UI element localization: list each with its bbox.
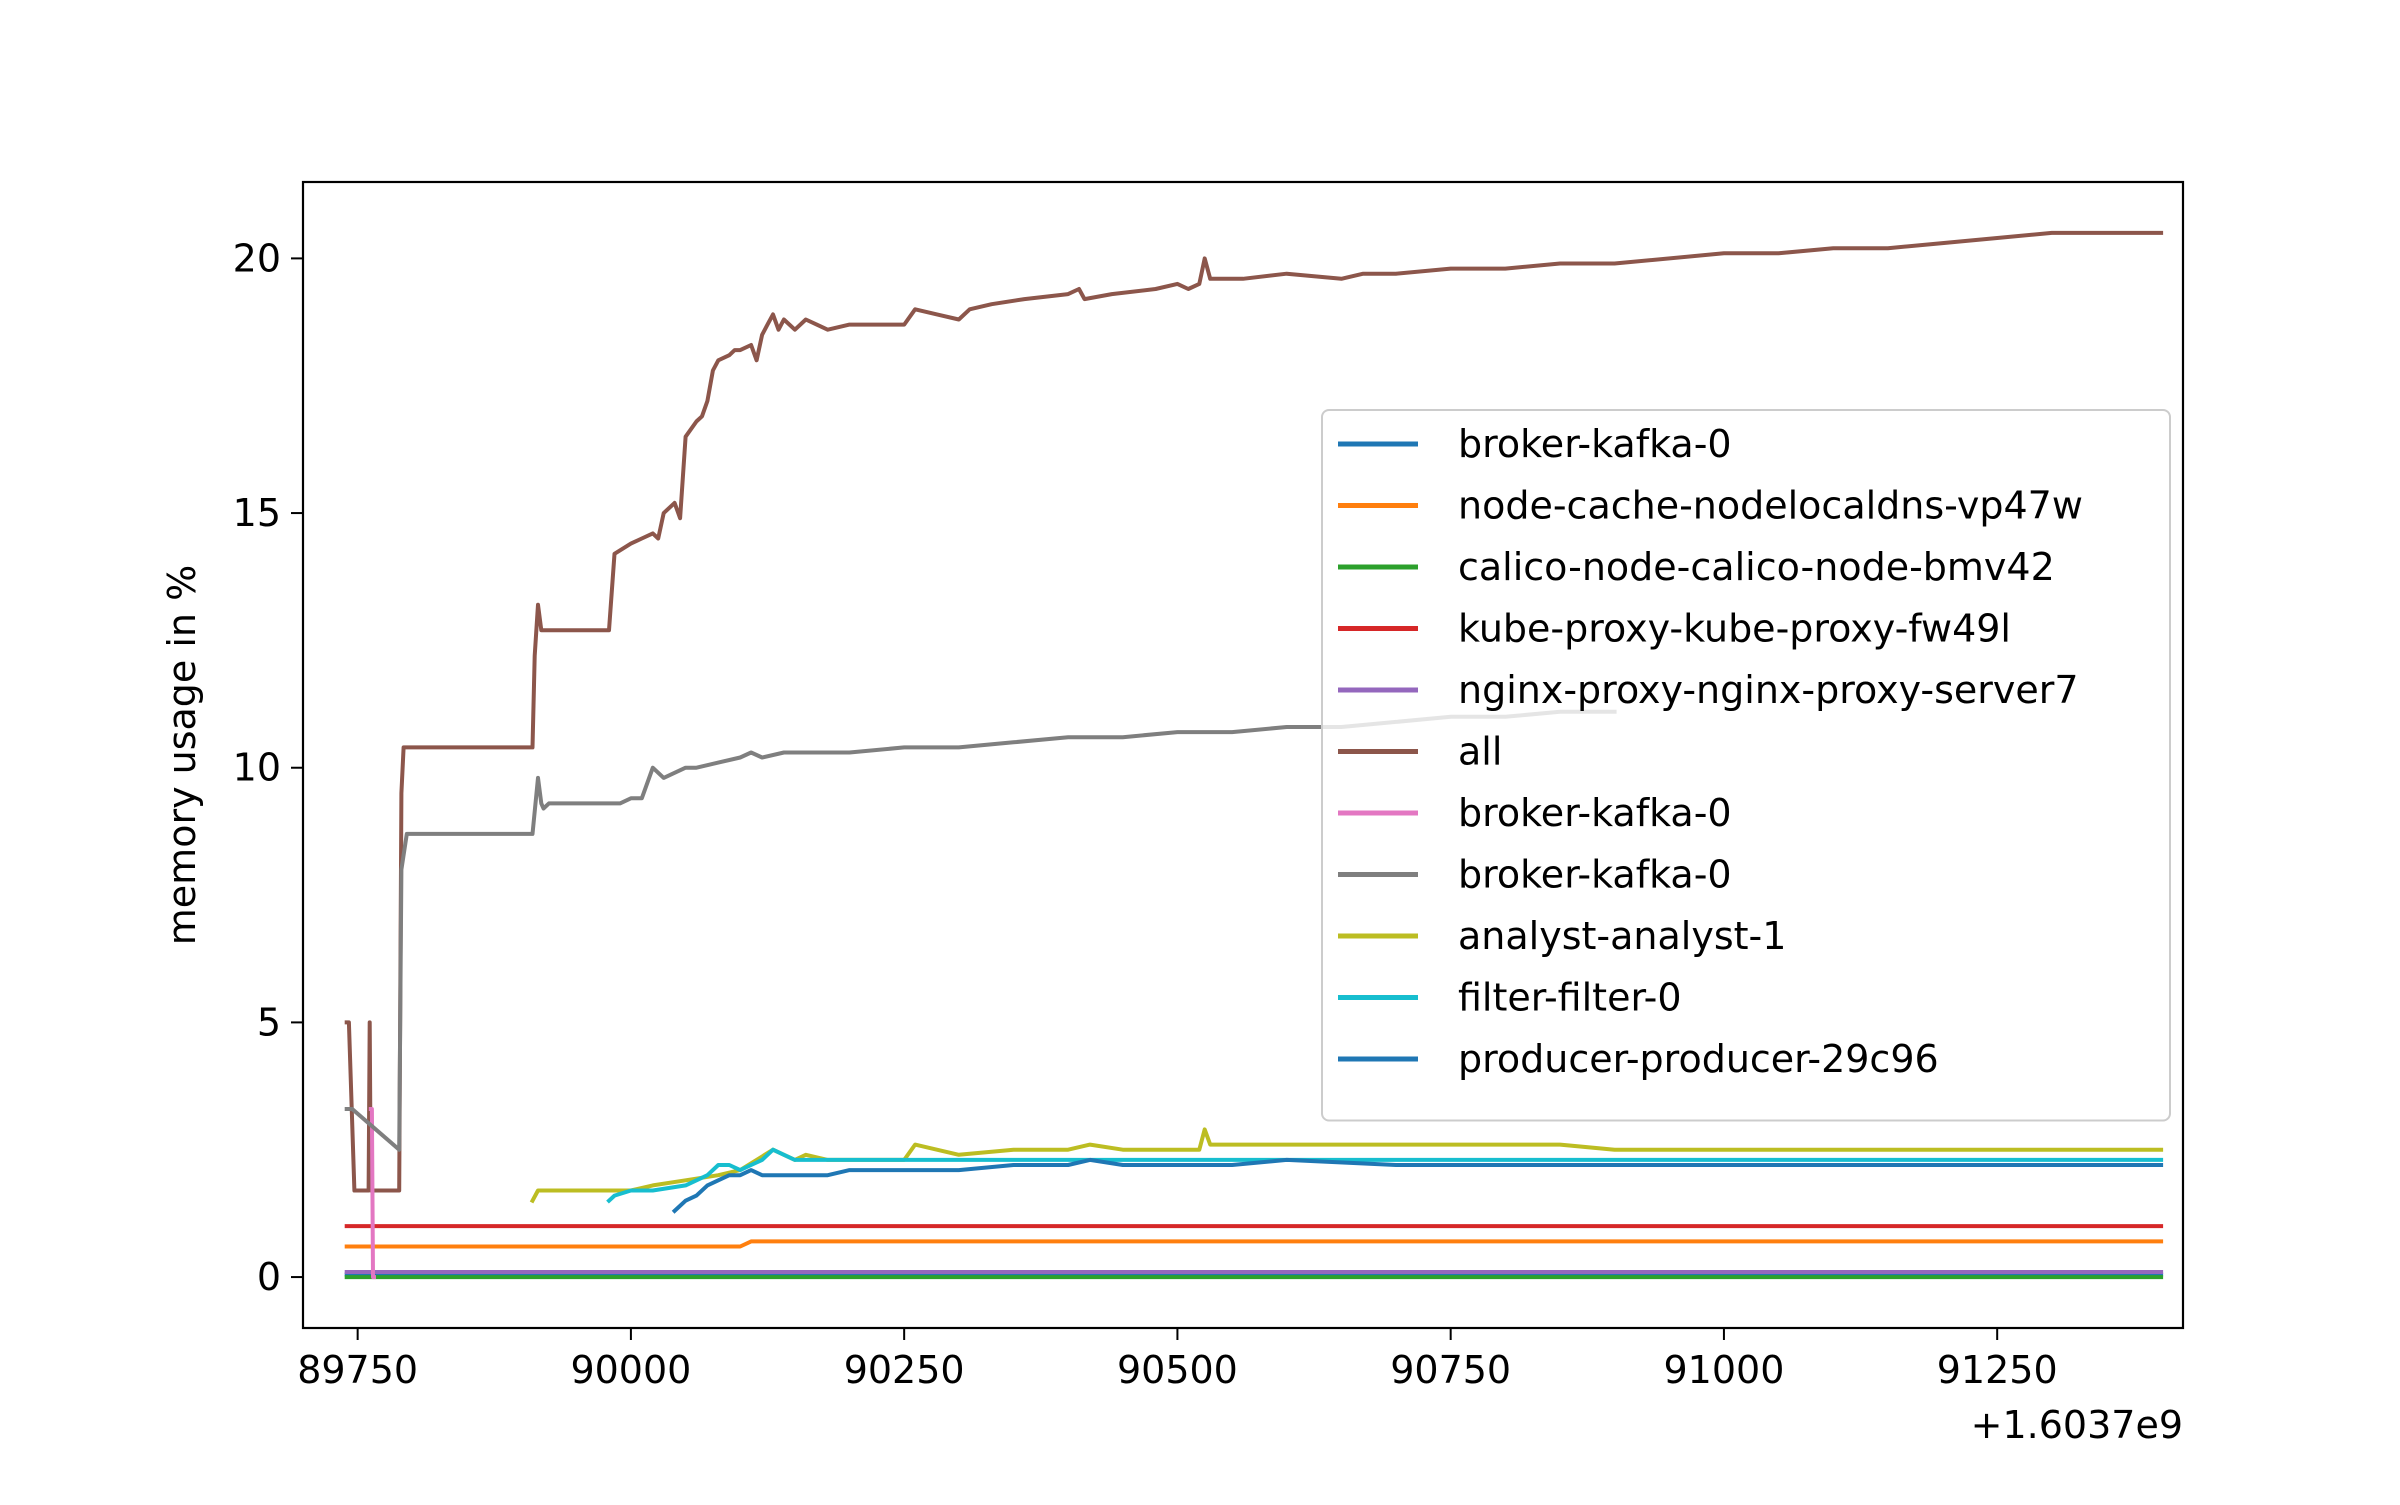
legend-label: calico-node-calico-node-bmv42 bbox=[1458, 545, 2055, 589]
x-axis: 89750 90000 90250 90500 90750 91000 91250 bbox=[297, 1328, 2058, 1392]
y-tick-label: 5 bbox=[257, 1000, 281, 1044]
series-line-6 bbox=[368, 1107, 376, 1280]
legend-label: broker-kafka-0 bbox=[1458, 791, 1732, 835]
y-axis-label: memory usage in % bbox=[160, 565, 204, 945]
x-tick-label: 91250 bbox=[1937, 1348, 2058, 1392]
legend-label: broker-kafka-0 bbox=[1458, 422, 1732, 466]
plot-frame bbox=[301, 180, 2185, 1330]
series-line-5 bbox=[344, 230, 2164, 1193]
legend-label: filter-filter-0 bbox=[1458, 976, 1682, 1020]
x-tick-label: 90500 bbox=[1117, 1348, 1238, 1392]
legend-label: producer-producer-29c96 bbox=[1458, 1037, 1939, 1081]
legend-label: kube-proxy-kube-proxy-fw49l bbox=[1458, 607, 2011, 651]
y-axis: 0 5 10 15 20 bbox=[233, 236, 303, 1299]
legend-label: node-cache-nodelocaldns-vp47w bbox=[1458, 484, 2083, 528]
y-tick-label: 20 bbox=[233, 236, 281, 280]
x-tick-label: 90750 bbox=[1390, 1348, 1511, 1392]
x-tick-label: 89750 bbox=[297, 1348, 418, 1392]
series-line-8 bbox=[529, 1127, 2164, 1204]
x-tick-label: 90250 bbox=[844, 1348, 965, 1392]
series-line-9 bbox=[606, 1147, 2164, 1204]
series-line-1 bbox=[344, 1239, 2164, 1249]
y-tick-label: 15 bbox=[233, 491, 281, 535]
series-layer bbox=[344, 230, 2164, 1280]
legend-label: broker-kafka-0 bbox=[1458, 853, 1732, 897]
y-tick-label: 10 bbox=[233, 746, 281, 790]
series-line-7 bbox=[344, 709, 1617, 1152]
x-offset-label: +1.6037e9 bbox=[1971, 1403, 2183, 1447]
legend-label: all bbox=[1458, 730, 1502, 774]
x-tick-label: 90000 bbox=[570, 1348, 691, 1392]
series-line-10 bbox=[671, 1157, 2164, 1214]
x-tick-label: 91000 bbox=[1663, 1348, 1784, 1392]
legend-label: analyst-analyst-1 bbox=[1458, 914, 1786, 958]
y-tick-label: 0 bbox=[257, 1255, 281, 1299]
legend-label: nginx-proxy-nginx-proxy-server7 bbox=[1458, 668, 2079, 712]
legend-box bbox=[1321, 409, 2171, 1122]
legend: broker-kafka-0 node-cache-nodelocaldns-vp… bbox=[1321, 409, 2171, 1122]
